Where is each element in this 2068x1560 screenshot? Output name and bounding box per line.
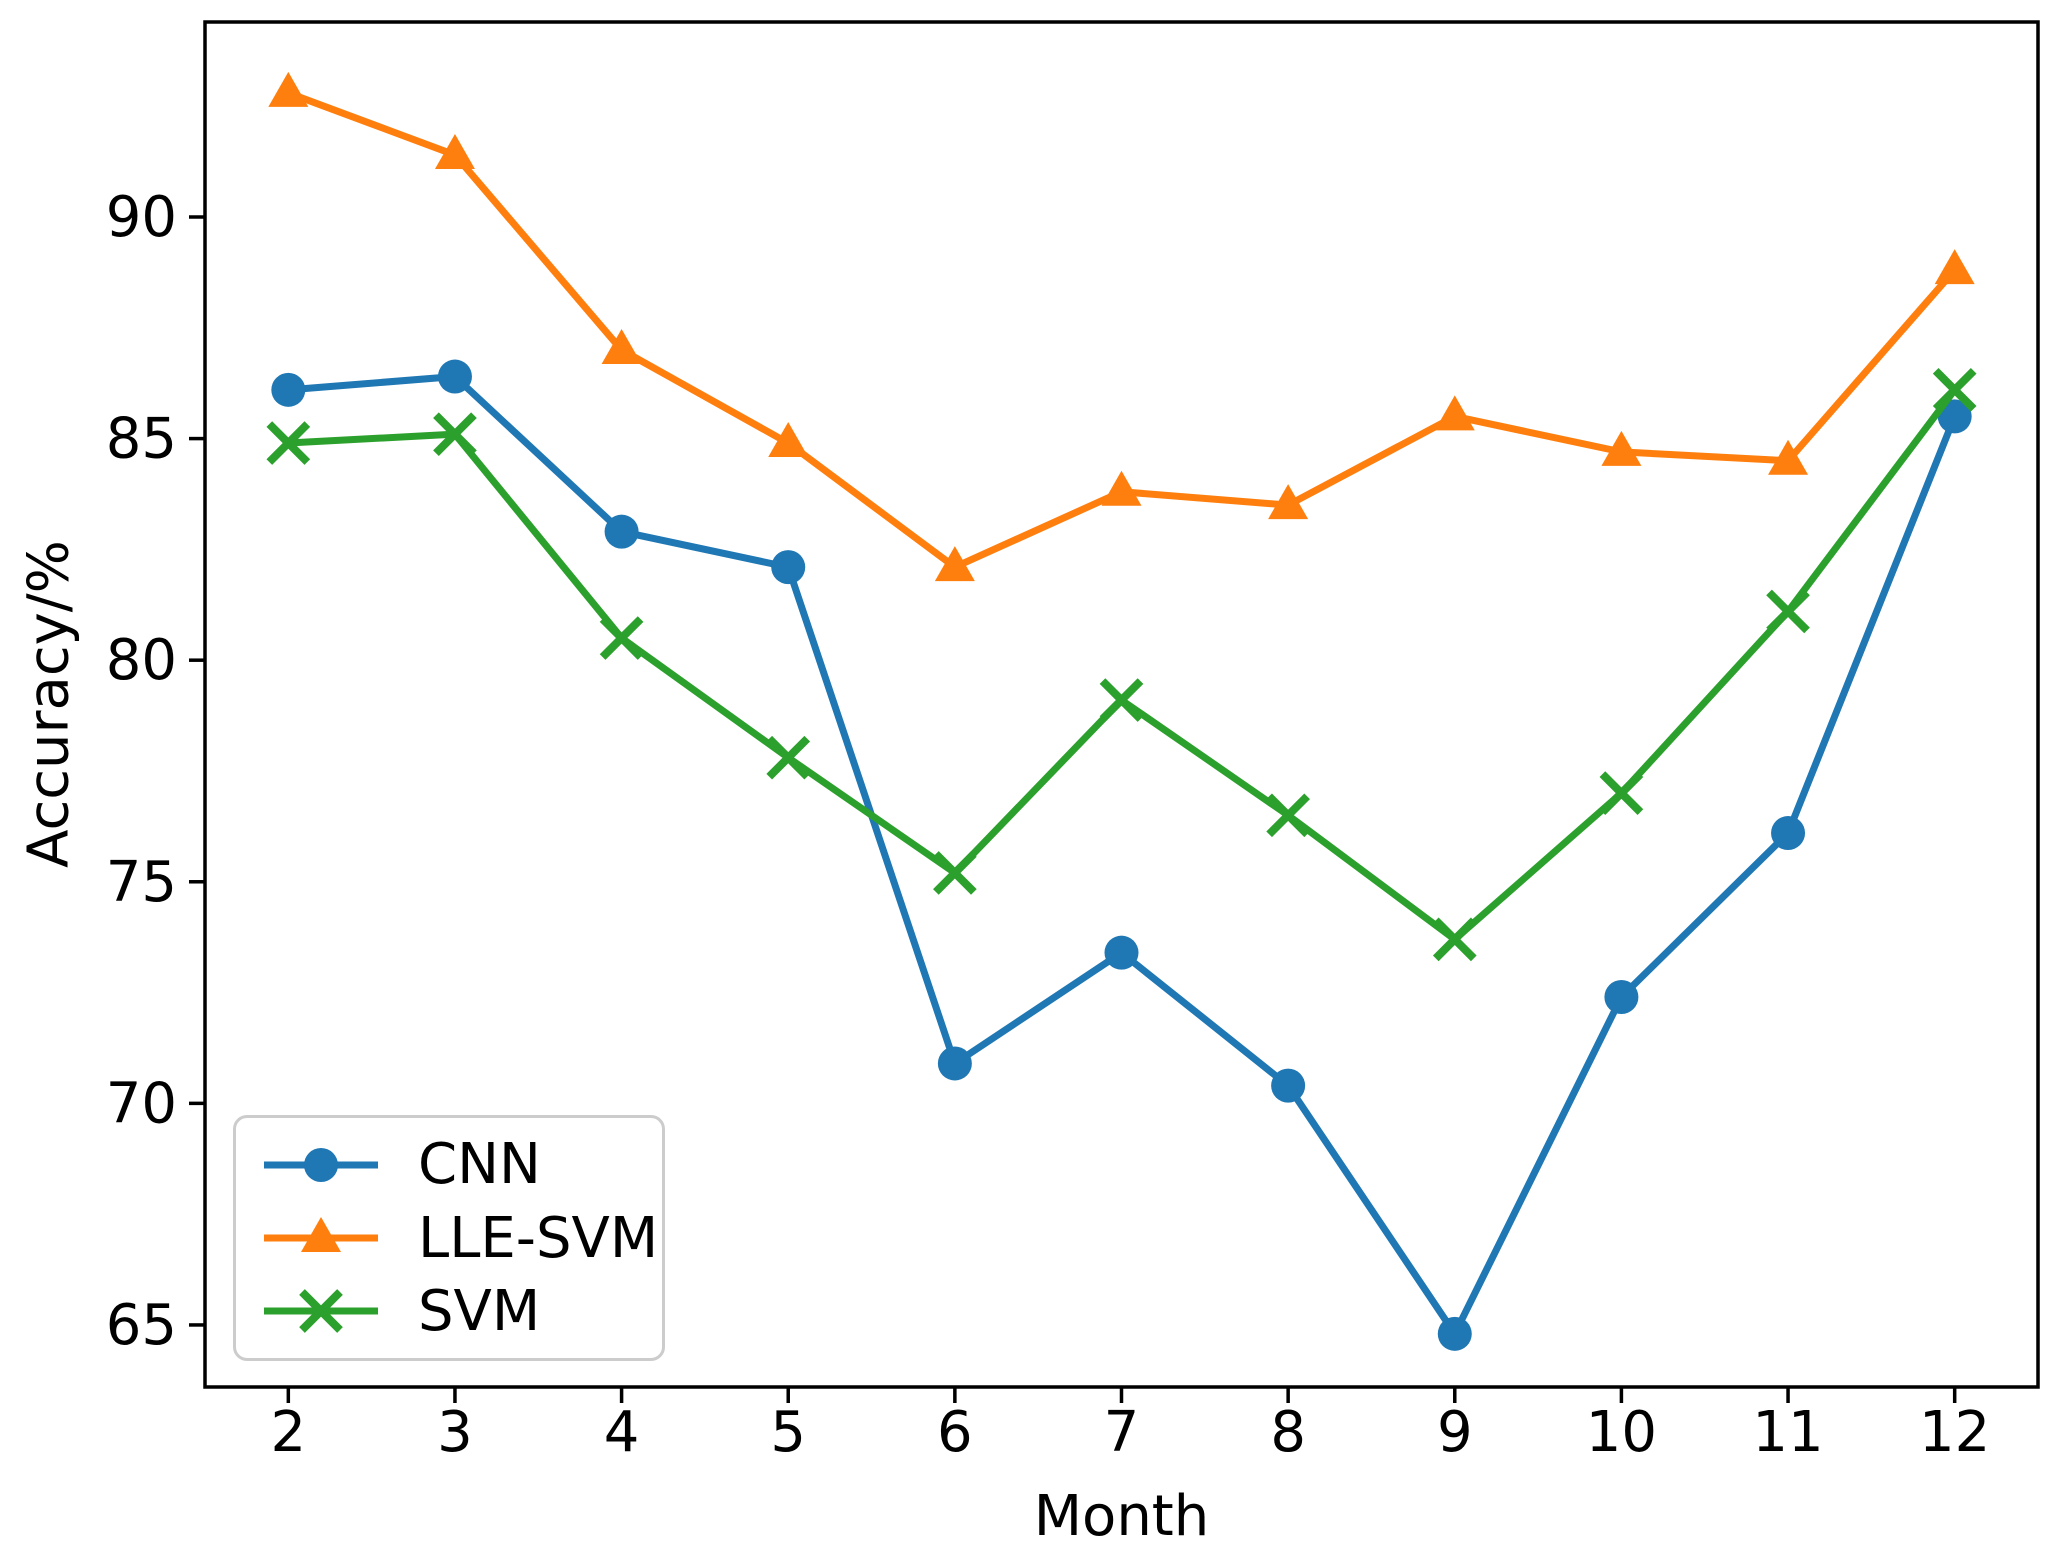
circle-marker-icon	[937, 1046, 972, 1081]
x-marker-icon	[1266, 793, 1310, 838]
triangle-marker-icon	[1268, 484, 1309, 520]
legend-label-lle-svm: LLE-SVM	[418, 1205, 659, 1271]
x-marker-icon	[433, 412, 477, 456]
x-tick-label: 12	[1919, 1400, 1990, 1465]
x-marker-icon	[933, 851, 977, 895]
x-tick-label: 3	[437, 1400, 473, 1465]
circle-marker-icon	[771, 550, 806, 585]
x-tick-label: 7	[1104, 1400, 1140, 1465]
triangle-marker-icon	[434, 133, 475, 169]
line-circle-marker-icon	[264, 1147, 378, 1182]
x-tick-label: 9	[1437, 1400, 1473, 1465]
x-tick-label: 6	[937, 1400, 973, 1465]
x-tick-label: 5	[770, 1400, 806, 1465]
triangle-marker-icon	[601, 328, 642, 364]
x-marker-icon	[1099, 678, 1144, 722]
legend-item-cnn: CNN	[260, 1132, 662, 1197]
circle-marker-icon	[1937, 399, 1972, 434]
triangle-marker-icon	[301, 1217, 341, 1252]
circle-marker-icon	[1104, 935, 1139, 970]
x-axis-label: Month	[1033, 1484, 1210, 1549]
line-x-marker-icon	[264, 1289, 378, 1334]
circle-marker-icon	[1604, 980, 1639, 1014]
x-marker-icon	[599, 616, 644, 660]
x-axis: 2 3 4 5 6 7 8 9 10 11 12	[270, 1387, 1990, 1465]
series-svm	[266, 368, 1977, 962]
legend: CNN LLE-SVM SVM	[233, 1115, 665, 1361]
circle-marker-icon	[1771, 816, 1806, 851]
triangle-marker-icon	[268, 71, 309, 107]
circle-marker-icon	[1271, 1068, 1306, 1103]
y-tick-label: 85	[106, 407, 177, 472]
x-tick-label: 8	[1270, 1400, 1306, 1465]
triangle-marker-icon	[934, 546, 975, 582]
series-cnn	[271, 359, 1972, 1351]
legend-label-cnn: CNN	[418, 1132, 541, 1198]
x-marker-icon	[766, 735, 811, 780]
legend-item-svm: SVM	[260, 1279, 662, 1344]
y-tick-label: 80	[106, 628, 177, 693]
y-axis-label: Accuracy/%	[16, 540, 82, 868]
circle-marker-icon	[1437, 1316, 1472, 1351]
x-marker-icon	[1932, 368, 1977, 412]
y-tick-label: 65	[106, 1293, 177, 1358]
circle-marker-icon	[604, 514, 639, 549]
line-triangle-marker-icon	[264, 1217, 378, 1252]
x-marker-icon	[1599, 771, 1644, 815]
triangle-marker-icon	[1934, 249, 1975, 285]
circle-marker-icon	[304, 1147, 338, 1182]
circle-marker-icon	[437, 359, 472, 394]
series-lle-svm	[268, 71, 1975, 582]
x-marker-icon	[1766, 589, 1810, 634]
y-axis: 65 70 75 80 85 90	[106, 185, 205, 1358]
y-tick-label: 75	[106, 850, 177, 915]
y-tick-label: 90	[106, 185, 177, 250]
x-marker-icon	[1432, 917, 1477, 962]
x-marker-icon	[266, 421, 311, 465]
x-tick-label: 4	[604, 1400, 640, 1465]
circle-marker-icon	[271, 372, 306, 407]
triangle-marker-icon	[1601, 430, 1642, 466]
triangle-marker-icon	[1101, 470, 1142, 506]
x-marker-icon	[299, 1289, 343, 1334]
legend-label-svm: SVM	[418, 1278, 541, 1344]
legend-item-lle-svm: LLE-SVM	[260, 1206, 662, 1271]
x-tick-label: 10	[1586, 1400, 1657, 1465]
triangle-marker-icon	[1434, 395, 1475, 431]
triangle-marker-icon	[768, 422, 809, 458]
x-tick-label: 2	[270, 1400, 306, 1465]
x-tick-label: 11	[1752, 1400, 1823, 1465]
y-tick-label: 70	[106, 1071, 177, 1136]
triangle-marker-icon	[1768, 439, 1809, 475]
